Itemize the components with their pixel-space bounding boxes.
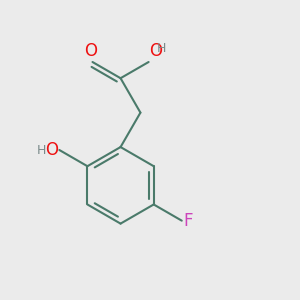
Text: H: H — [37, 144, 46, 158]
Text: O: O — [45, 141, 58, 159]
Text: F: F — [183, 212, 193, 230]
Text: O: O — [149, 42, 162, 60]
Text: H: H — [156, 42, 166, 55]
Text: O: O — [85, 42, 98, 60]
